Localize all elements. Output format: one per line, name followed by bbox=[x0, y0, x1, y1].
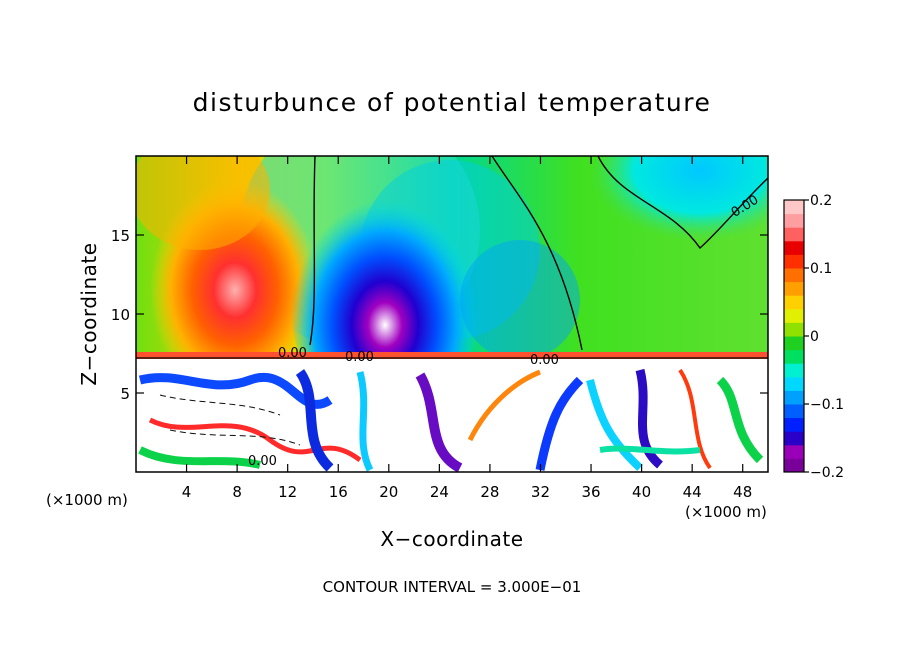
colorbar-swatch bbox=[784, 376, 804, 391]
colorbar-swatch bbox=[784, 308, 804, 323]
y-tick-label: 5 bbox=[120, 385, 130, 403]
contour-interval-note: CONTOUR INTERVAL = 3.000E−01 bbox=[323, 578, 582, 596]
colorbar-swatch bbox=[784, 200, 804, 215]
colorbar-swatch bbox=[784, 336, 804, 351]
x-tick-label: 8 bbox=[232, 483, 242, 501]
colorbar-swatch bbox=[784, 417, 804, 432]
colorbar-swatch bbox=[784, 431, 804, 446]
x-unit-right: (×1000 m) bbox=[685, 503, 767, 521]
colorbar-swatch bbox=[784, 295, 804, 310]
y-axis-label: Z−coordinate bbox=[77, 242, 101, 385]
colorbar-swatch bbox=[784, 268, 804, 283]
colorbar-swatch bbox=[784, 404, 804, 419]
colorbar-swatch bbox=[784, 254, 804, 269]
colorbar-swatch bbox=[784, 213, 804, 228]
contour-label: 0.00 bbox=[278, 346, 307, 361]
x-tick-label: 36 bbox=[581, 483, 600, 501]
colorbar-swatch bbox=[784, 349, 804, 364]
colorbar-tick-label: −0.1 bbox=[810, 397, 844, 413]
x-tick-label: 4 bbox=[182, 483, 192, 501]
y-tick-label: 15 bbox=[111, 227, 130, 245]
x-tick-label: 48 bbox=[733, 483, 752, 501]
colorbar-swatch bbox=[784, 390, 804, 405]
colorbar-swatch bbox=[784, 363, 804, 378]
colorbar-tick-label: 0.2 bbox=[810, 193, 832, 209]
colorbar-swatch bbox=[784, 227, 804, 242]
colorbar-tick-label: −0.2 bbox=[810, 465, 844, 481]
x-tick-label: 28 bbox=[480, 483, 499, 501]
x-tick-label: 12 bbox=[278, 483, 297, 501]
contour-label: 0.00 bbox=[248, 454, 277, 469]
plot-area bbox=[136, 156, 768, 472]
x-tick-label: 40 bbox=[632, 483, 651, 501]
contour-label: 0.00 bbox=[530, 353, 559, 368]
x-axis-ticks: 4 8 12 16 20 24 28 32 36 40 44 48 bbox=[182, 156, 752, 501]
x-tick-label: 32 bbox=[531, 483, 550, 501]
colorbar-swatch bbox=[784, 322, 804, 337]
colorbar-swatch bbox=[784, 281, 804, 296]
x-tick-label: 16 bbox=[329, 483, 348, 501]
colorbar-swatch bbox=[784, 240, 804, 255]
colorbar-swatch bbox=[784, 444, 804, 459]
x-axis-label: X−coordinate bbox=[380, 527, 523, 551]
colorbar-tick-label: 0.1 bbox=[810, 261, 832, 277]
y-axis-ticks: 5 10 15 bbox=[111, 227, 768, 403]
x-unit-left: (×1000 m) bbox=[46, 491, 128, 509]
colorbar: 0.2 0.1 0 −0.1 −0.2 bbox=[783, 193, 844, 481]
chart-title: disturbunce of potential temperature bbox=[193, 88, 712, 117]
x-tick-label: 24 bbox=[430, 483, 449, 501]
y-tick-label: 10 bbox=[111, 306, 130, 324]
x-tick-label: 20 bbox=[379, 483, 398, 501]
colorbar-swatch bbox=[784, 458, 804, 473]
x-tick-label: 44 bbox=[683, 483, 702, 501]
contour-label: 0.00 bbox=[345, 350, 374, 365]
colorbar-tick-label: 0 bbox=[810, 329, 819, 345]
